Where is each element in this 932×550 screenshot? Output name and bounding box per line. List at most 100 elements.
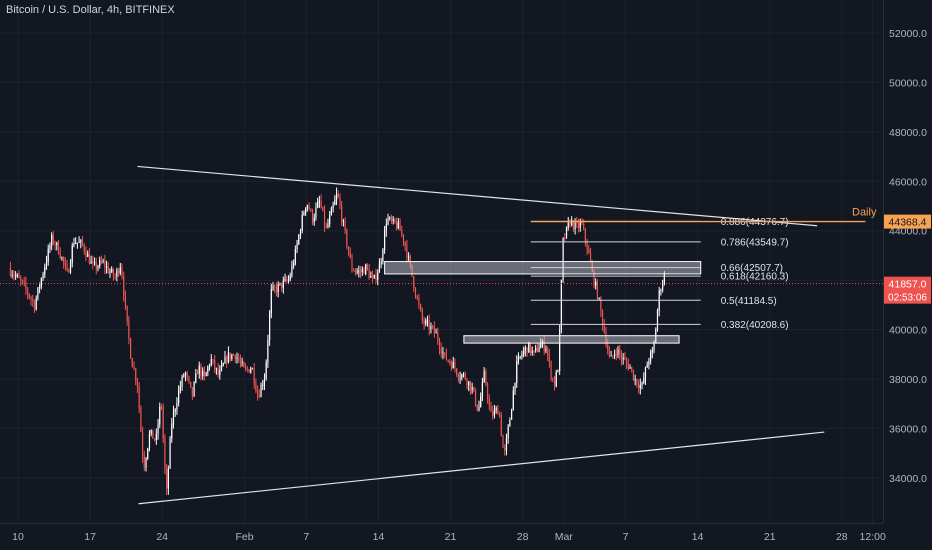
candle-body bbox=[152, 429, 154, 439]
candle-body bbox=[366, 264, 369, 269]
candle-body bbox=[656, 310, 659, 330]
candle-body bbox=[157, 424, 159, 434]
candle-body bbox=[644, 367, 647, 379]
candle-body bbox=[409, 256, 411, 265]
candle-body bbox=[222, 363, 224, 366]
current-price-label: 41857.0 bbox=[889, 279, 927, 291]
candle-body bbox=[547, 349, 549, 355]
candle-body bbox=[638, 385, 640, 389]
candle-body bbox=[413, 276, 415, 289]
x-tick-label: 14 bbox=[373, 531, 385, 543]
candle-body bbox=[208, 365, 211, 367]
candle-body bbox=[184, 372, 187, 376]
candle-body bbox=[57, 242, 60, 254]
candle-body bbox=[9, 267, 12, 276]
candle-body bbox=[485, 371, 487, 385]
candle-body bbox=[301, 214, 303, 231]
candle-body bbox=[308, 205, 310, 210]
candle-body bbox=[432, 326, 434, 328]
candle-body bbox=[437, 332, 439, 342]
candle-body bbox=[421, 310, 423, 321]
candle-body bbox=[601, 310, 604, 326]
candle-body bbox=[332, 205, 334, 209]
candle-body bbox=[474, 390, 477, 405]
candle-body bbox=[71, 245, 73, 264]
candle-body bbox=[365, 264, 367, 274]
candle-body bbox=[226, 357, 228, 362]
candle-body bbox=[231, 354, 233, 359]
candle-body bbox=[56, 242, 58, 246]
candle-body bbox=[27, 289, 29, 295]
candle-body bbox=[51, 234, 53, 246]
candle-body bbox=[107, 266, 109, 273]
x-tick-label: 10 bbox=[12, 531, 24, 543]
candle-body bbox=[605, 332, 607, 345]
candle-body bbox=[433, 326, 435, 334]
candle-body bbox=[500, 415, 502, 436]
candle-body bbox=[193, 382, 195, 396]
candle-body bbox=[514, 382, 516, 391]
fib-label-0.786: 0.786(43549.7) bbox=[721, 237, 789, 248]
candle-body bbox=[282, 280, 284, 289]
candle-body bbox=[571, 220, 573, 225]
x-tick-label: 21 bbox=[445, 531, 457, 543]
candle-body bbox=[498, 414, 501, 416]
candle-body bbox=[620, 354, 623, 360]
candle-body bbox=[174, 409, 176, 412]
candle-body bbox=[178, 389, 180, 404]
candle-body bbox=[327, 223, 329, 228]
candle-body bbox=[596, 281, 599, 299]
candle-body bbox=[320, 200, 322, 207]
candle-body bbox=[617, 349, 619, 355]
candle-body bbox=[559, 329, 561, 371]
candle-body bbox=[83, 244, 85, 252]
price-axis[interactable]: 34000.036000.038000.040000.042000.044000… bbox=[883, 0, 932, 550]
candle-body bbox=[272, 286, 274, 290]
candle-body bbox=[298, 235, 300, 244]
candle-body bbox=[116, 270, 118, 277]
candle-body bbox=[461, 374, 463, 378]
candle-body bbox=[140, 408, 142, 432]
candle-body bbox=[117, 270, 120, 274]
candle-body bbox=[471, 386, 473, 391]
daily-price-tag-label: 44368.4 bbox=[889, 217, 927, 229]
x-tick-label: 21 bbox=[764, 531, 776, 543]
candle-body bbox=[37, 287, 39, 299]
candle-body bbox=[303, 212, 305, 215]
candle-body bbox=[112, 269, 115, 277]
candle-body bbox=[73, 243, 75, 246]
candle-body bbox=[595, 281, 597, 286]
candle-body bbox=[394, 218, 396, 223]
candle-body bbox=[97, 266, 99, 269]
candle-body bbox=[347, 246, 350, 253]
candle-body bbox=[88, 253, 90, 264]
candle-body bbox=[383, 230, 386, 250]
candle-body bbox=[239, 360, 242, 363]
candle-body bbox=[13, 274, 15, 276]
candle-body bbox=[255, 383, 257, 392]
candle-body bbox=[651, 350, 653, 352]
y-tick-label: 36000.0 bbox=[889, 423, 927, 435]
candle-body bbox=[155, 433, 157, 440]
candle-body bbox=[318, 200, 320, 203]
time-axis[interactable]: 10 17 24 Feb 7 14 21 28 Mar 7 14 21 28 12:00 bbox=[0, 523, 886, 544]
candle-body bbox=[310, 209, 312, 211]
candle-body bbox=[248, 369, 250, 373]
candle-body bbox=[548, 354, 550, 363]
candle-body bbox=[526, 347, 528, 353]
daily-price-tag bbox=[884, 214, 931, 229]
candle-body bbox=[99, 260, 101, 267]
candle-body bbox=[87, 253, 89, 257]
candle-body bbox=[562, 238, 564, 280]
candle-body bbox=[45, 261, 48, 268]
candle-body bbox=[612, 355, 614, 357]
candle-body bbox=[23, 281, 25, 283]
candle-body bbox=[397, 221, 399, 229]
candle-body bbox=[557, 370, 559, 373]
candle-body bbox=[613, 354, 616, 356]
fib-label-0.66: 0.66(42507.7) bbox=[721, 263, 783, 274]
candle-body bbox=[81, 240, 84, 245]
candle-body bbox=[162, 406, 164, 439]
candle-body bbox=[629, 367, 631, 369]
